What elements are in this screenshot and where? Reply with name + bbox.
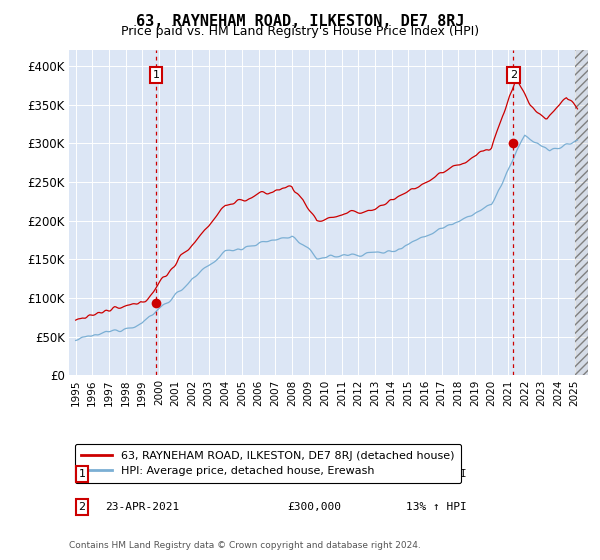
Text: £300,000: £300,000	[287, 502, 341, 512]
Text: 26% ↑ HPI: 26% ↑ HPI	[406, 469, 467, 479]
Bar	[575, 50, 588, 375]
Bar	[575, 50, 588, 375]
Text: £93,750: £93,750	[287, 469, 334, 479]
Text: 2: 2	[510, 70, 517, 80]
Text: 23-APR-2021: 23-APR-2021	[106, 502, 179, 512]
Text: 1: 1	[79, 469, 85, 479]
Text: 2: 2	[79, 502, 86, 512]
Text: 13% ↑ HPI: 13% ↑ HPI	[406, 502, 467, 512]
Text: 63, RAYNEHAM ROAD, ILKESTON, DE7 8RJ: 63, RAYNEHAM ROAD, ILKESTON, DE7 8RJ	[136, 14, 464, 29]
Text: Price paid vs. HM Land Registry's House Price Index (HPI): Price paid vs. HM Land Registry's House …	[121, 25, 479, 38]
Text: 1: 1	[152, 70, 160, 80]
Text: Contains HM Land Registry data © Crown copyright and database right 2024.: Contains HM Land Registry data © Crown c…	[69, 541, 421, 550]
Text: 29-OCT-1999: 29-OCT-1999	[106, 469, 179, 479]
Legend: 63, RAYNEHAM ROAD, ILKESTON, DE7 8RJ (detached house), HPI: Average price, detac: 63, RAYNEHAM ROAD, ILKESTON, DE7 8RJ (de…	[74, 444, 461, 483]
